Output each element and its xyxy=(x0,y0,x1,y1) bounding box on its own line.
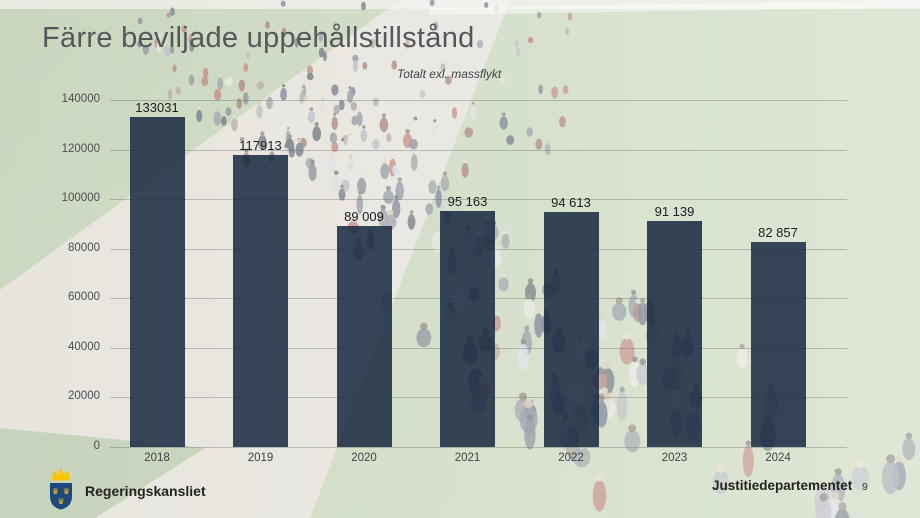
x-axis-tick-label: 2022 xyxy=(558,452,584,464)
svg-text:♛: ♛ xyxy=(57,497,64,506)
grid-line xyxy=(110,149,847,151)
chart-subtitle: Totalt exl. massflykt xyxy=(397,67,502,81)
x-axis-tick-label: 2018 xyxy=(144,452,170,464)
bar-value-label: 133031 xyxy=(135,100,179,116)
grid-line xyxy=(110,199,847,201)
bar-2023 xyxy=(647,221,702,447)
y-axis-tick-label: 80000 xyxy=(68,241,100,254)
x-axis-tick-label: 2019 xyxy=(247,452,274,464)
org-name: Regeringskansliet xyxy=(85,483,206,499)
grid-line xyxy=(110,100,847,101)
svg-text:♛: ♛ xyxy=(52,487,59,496)
y-axis-tick-label: 20000 xyxy=(68,390,100,403)
bar-value-label: 82 857 xyxy=(758,224,798,240)
bar-value-label: 95 163 xyxy=(447,194,488,210)
bar-2019 xyxy=(233,154,288,447)
bar-2018 xyxy=(129,117,185,447)
bar-value-label: 91 139 xyxy=(654,204,695,220)
three-crowns-shield-icon: ♛ ♛ ♛ xyxy=(50,468,72,510)
government-logo-block: ♛ ♛ ♛ Regeringskansliet xyxy=(44,467,206,511)
bar-value-label: 89 009 xyxy=(344,209,384,225)
y-axis-tick-label: 100000 xyxy=(61,192,100,205)
x-axis-tick-label: 2021 xyxy=(454,452,481,464)
x-axis-tick-label: 2020 xyxy=(351,452,377,464)
bar-2022 xyxy=(543,212,599,447)
grid-line xyxy=(110,447,847,448)
y-axis-tick-label: 40000 xyxy=(68,340,100,353)
department-name: Justitiedepartementet xyxy=(712,478,853,493)
bar-2024 xyxy=(750,241,806,447)
y-axis-tick-label: 0 xyxy=(93,440,100,452)
y-axis-tick-label: 140000 xyxy=(61,93,100,105)
bar-value-label: 117913 xyxy=(239,137,282,153)
bar-2020 xyxy=(336,226,392,447)
bar-2021 xyxy=(440,211,495,447)
slide-title: Färre beviljade uppehållstillstånd xyxy=(42,22,475,54)
page-number: 9 xyxy=(862,481,868,493)
svg-text:♛: ♛ xyxy=(63,487,70,496)
bar-value-label: 94 613 xyxy=(551,195,591,211)
y-axis-tick-label: 120000 xyxy=(61,142,100,155)
y-axis-tick-label: 60000 xyxy=(68,291,100,304)
x-axis-tick-label: 2023 xyxy=(661,452,688,464)
x-axis-tick-label: 2024 xyxy=(765,452,791,464)
